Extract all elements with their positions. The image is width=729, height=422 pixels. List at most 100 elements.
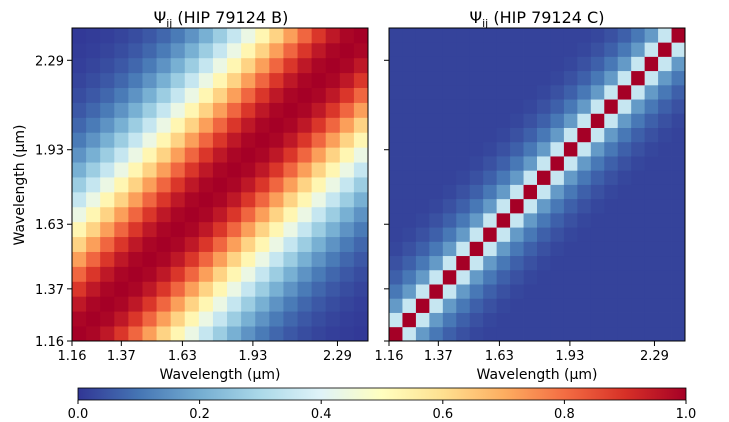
heatmap-cell: [212, 42, 228, 59]
heatmap-cell: [523, 284, 538, 299]
heatmap-cell: [644, 170, 659, 185]
heatmap-b-x-ticks: 1.16 1.37 1.63 1.93 2.29: [58, 341, 352, 364]
heatmap-cell: [156, 206, 172, 223]
heatmap-cell: [142, 177, 157, 193]
heatmap-cell: [510, 269, 524, 285]
heatmap-cell: [577, 170, 592, 185]
heatmap-cell: [198, 311, 214, 327]
heatmap-cell: [644, 113, 659, 128]
heatmap-cell: [671, 269, 686, 285]
heatmap-cell: [198, 236, 214, 252]
heatmap-cell: [469, 241, 484, 257]
heatmap-cell: [114, 177, 129, 193]
heatmap-cell: [198, 102, 214, 118]
heatmap-cell: [631, 255, 646, 271]
x-tick-label: 1.63: [485, 349, 514, 364]
heatmap-cell: [325, 147, 341, 163]
heatmap-cell: [184, 72, 200, 89]
heatmap-cell: [389, 284, 403, 299]
heatmap-cell: [389, 184, 403, 200]
heatmap-cell: [198, 251, 214, 267]
heatmap-cell: [255, 206, 270, 223]
heatmap-cell: [415, 284, 430, 299]
heatmap-cell: [617, 99, 632, 114]
heatmap-cell: [156, 251, 172, 267]
heatmap-cell: [644, 127, 659, 143]
heatmap-cell: [442, 284, 457, 299]
heatmap-cell: [184, 117, 200, 133]
heatmap-cell: [671, 284, 686, 299]
heatmap-cell: [114, 191, 129, 208]
heatmap-cell: [469, 70, 484, 86]
heatmap-cell: [142, 72, 157, 89]
heatmap-cell: [184, 251, 200, 267]
heatmap-cell: [577, 28, 592, 43]
heatmap-cell: [142, 251, 157, 267]
heatmap-cell: [456, 284, 471, 299]
heatmap-cell: [523, 56, 538, 72]
heatmap-cell: [563, 184, 578, 200]
heatmap-cell: [469, 56, 484, 72]
heatmap-cell: [604, 269, 619, 285]
heatmap-cell: [241, 72, 256, 89]
heatmap-cell: [550, 255, 565, 271]
heatmap-cell: [297, 266, 313, 282]
heatmap-cell: [184, 28, 200, 44]
heatmap-cell: [523, 113, 538, 128]
heatmap-cell: [311, 326, 327, 342]
heatmap-cell: [72, 236, 87, 252]
heatmap-cell: [241, 132, 256, 148]
heatmap-cell: [563, 141, 578, 157]
heatmap-cell: [469, 269, 484, 285]
heatmap-cell: [510, 198, 524, 214]
heatmap-cell: [523, 70, 538, 86]
heatmap-cell: [212, 251, 228, 267]
heatmap-cell: [442, 113, 457, 128]
heatmap-cell: [353, 102, 369, 118]
heatmap-cell: [353, 296, 369, 312]
heatmap-cell: [550, 84, 565, 100]
heatmap-cell: [255, 221, 270, 238]
heatmap-cell: [212, 221, 228, 238]
heatmap-cell: [631, 269, 646, 285]
heatmap-cell: [402, 212, 417, 228]
heatmap-cell: [311, 206, 327, 223]
heatmap-cell: [510, 113, 524, 128]
heatmap-cell: [483, 113, 498, 128]
heatmap-cell: [537, 28, 551, 43]
heatmap-cell: [617, 56, 632, 72]
heatmap-cell: [590, 255, 605, 271]
heatmap-cell: [227, 28, 242, 44]
heatmap-cell: [283, 206, 298, 223]
heatmap-cell: [128, 147, 143, 163]
heatmap-cell: [255, 117, 270, 133]
heatmap-cell: [198, 191, 214, 208]
heatmap-cell: [339, 72, 355, 89]
heatmap-cell: [297, 236, 313, 252]
heatmap-cell: [496, 284, 511, 299]
heatmap-cell: [537, 156, 551, 171]
heatmap-cell: [402, 198, 417, 214]
heatmap-cell: [590, 28, 605, 43]
heatmap-cell: [537, 141, 551, 157]
heatmap-cell: [227, 132, 242, 148]
heatmap-cell: [456, 70, 471, 86]
heatmap-cell: [523, 269, 538, 285]
heatmap-cell: [671, 127, 686, 143]
heatmap-cell: [100, 326, 115, 342]
heatmap-cell: [415, 326, 430, 342]
heatmap-cell: [100, 57, 115, 74]
heatmap-cell: [353, 72, 369, 89]
panel-b-title: Ψij (HIP 79124 B): [154, 8, 289, 30]
heatmap-cell: [156, 296, 172, 312]
heatmap-cell: [198, 132, 214, 148]
heatmap-cell: [429, 56, 444, 72]
heatmap-cell: [402, 227, 417, 242]
heatmap-cell: [658, 99, 672, 114]
heatmap-cell: [523, 42, 538, 57]
heatmap-cell: [496, 84, 511, 100]
heatmap-cell: [283, 102, 298, 118]
heatmap-cell: [100, 177, 115, 193]
heatmap-cell: [241, 57, 256, 74]
heatmap-cell: [644, 326, 659, 342]
